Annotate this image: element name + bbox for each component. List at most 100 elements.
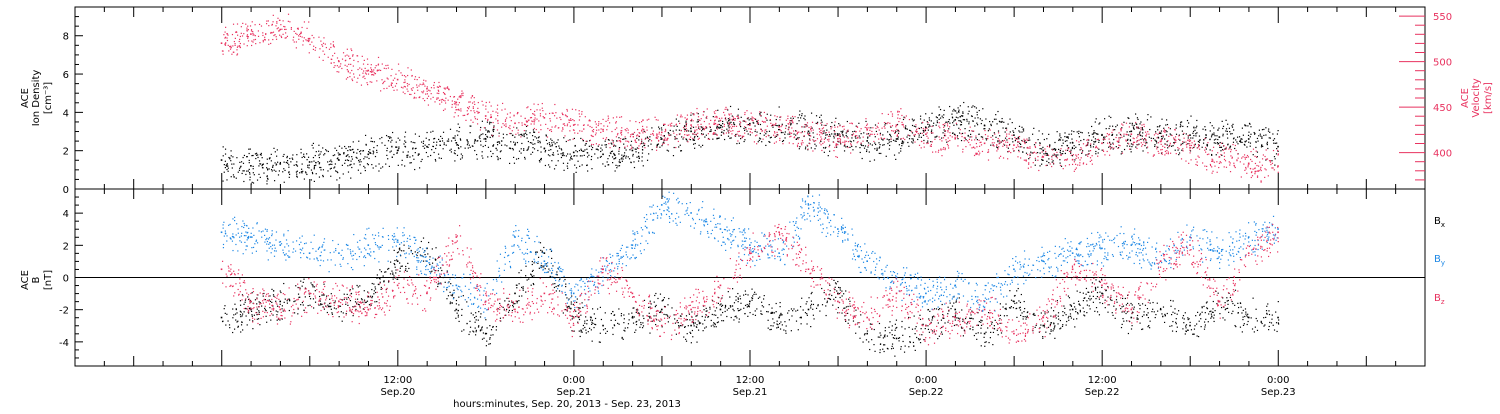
density-series-0-sample bbox=[566, 155, 567, 156]
velocity-series-0-sample bbox=[515, 134, 516, 135]
velocity-series-0-sample bbox=[272, 39, 273, 40]
bfield-series-0-sample bbox=[1241, 312, 1242, 313]
density-series-0-sample bbox=[601, 156, 602, 157]
bfield-series-0-sample bbox=[449, 292, 450, 293]
velocity-series-0-sample bbox=[850, 143, 851, 144]
density-series-0-sample bbox=[1124, 149, 1125, 150]
top-y2-tick-label: 400 bbox=[1433, 149, 1452, 160]
velocity-series-0-sample bbox=[615, 122, 616, 123]
velocity-series-0-sample bbox=[480, 129, 481, 130]
bfield-series-0-sample bbox=[315, 290, 316, 291]
density-series-0-sample bbox=[1248, 135, 1249, 136]
density-series-0-sample bbox=[948, 121, 949, 122]
density-series-0-sample bbox=[228, 171, 229, 172]
density-series-0-sample bbox=[652, 149, 653, 150]
velocity-series-0-sample bbox=[581, 131, 582, 132]
velocity-series-0-sample bbox=[635, 139, 636, 140]
velocity-series-0-sample bbox=[473, 110, 474, 111]
velocity-series-0-sample bbox=[927, 122, 928, 123]
density-series-0-sample bbox=[548, 154, 549, 155]
velocity-series-0-sample bbox=[1245, 167, 1246, 168]
density-series-0-sample bbox=[525, 130, 526, 131]
velocity-series-0-sample bbox=[233, 24, 234, 25]
velocity-series-0-sample bbox=[758, 122, 759, 123]
velocity-series-0-sample bbox=[251, 29, 252, 30]
velocity-series-0-sample bbox=[567, 124, 568, 125]
velocity-series-0-sample bbox=[830, 128, 831, 129]
velocity-series-0-sample bbox=[848, 137, 849, 138]
density-series-0-sample bbox=[373, 152, 374, 153]
density-series-0-sample bbox=[615, 145, 616, 146]
density-series-0-sample bbox=[843, 135, 844, 136]
velocity-series-0-sample bbox=[616, 121, 617, 122]
velocity-series-0-sample bbox=[1089, 153, 1090, 154]
velocity-series-0-sample bbox=[1224, 159, 1225, 160]
bfield-series-0-sample bbox=[837, 281, 838, 282]
bfield-series-0-sample bbox=[227, 320, 228, 321]
density-series-0-sample bbox=[1180, 125, 1181, 126]
bfield-series-0-sample bbox=[678, 325, 679, 326]
density-series-0-sample bbox=[1223, 134, 1224, 135]
velocity-series-0-sample bbox=[393, 90, 394, 91]
density-series-0-sample bbox=[1176, 134, 1177, 135]
density-series-0-sample bbox=[275, 151, 276, 152]
density-series-0-sample bbox=[1030, 152, 1031, 153]
velocity-series-0-sample bbox=[240, 43, 241, 44]
density-series-0-sample bbox=[702, 129, 703, 130]
density-series-0-sample bbox=[225, 149, 226, 150]
velocity-series-0-sample bbox=[1206, 169, 1207, 170]
velocity-series-0-sample bbox=[1033, 162, 1034, 163]
bfield-series-0-sample bbox=[390, 262, 391, 263]
velocity-series-0-sample bbox=[452, 100, 453, 101]
density-series-0-sample bbox=[318, 161, 319, 162]
density-series-0-sample bbox=[301, 171, 302, 172]
density-series-0-sample bbox=[277, 162, 278, 163]
bfield-series-0-sample bbox=[1263, 325, 1264, 326]
bfield-series-0-point bbox=[984, 333, 986, 335]
density-series-0-sample bbox=[1065, 141, 1066, 142]
velocity-series-0-sample bbox=[903, 126, 904, 127]
density-series-0-sample bbox=[1132, 123, 1133, 124]
velocity-series-0-sample bbox=[1268, 175, 1269, 176]
bfield-series-0-sample bbox=[1023, 316, 1024, 317]
density-series-0-sample bbox=[555, 143, 556, 144]
density-series-0-sample bbox=[443, 132, 444, 133]
velocity-series-0-sample bbox=[1028, 162, 1029, 163]
density-series-0-sample bbox=[859, 135, 860, 136]
velocity-series-0-sample bbox=[378, 64, 379, 65]
density-series-0-sample bbox=[648, 153, 649, 154]
density-series-0-sample bbox=[776, 136, 777, 137]
density-series-0-sample bbox=[1053, 160, 1054, 161]
velocity-series-0-sample bbox=[1192, 148, 1193, 149]
density-series-0-sample bbox=[1192, 133, 1193, 134]
density-series-0-sample bbox=[517, 142, 518, 143]
density-series-0-sample bbox=[889, 142, 890, 143]
density-series-0-sample bbox=[273, 148, 274, 149]
density-series-0-sample bbox=[1232, 124, 1233, 125]
velocity-series-0-sample bbox=[839, 138, 840, 139]
density-series-0-sample bbox=[561, 157, 562, 158]
velocity-series-0-sample bbox=[725, 109, 726, 110]
bfield-series-0-sample bbox=[229, 324, 230, 325]
velocity-series-0-sample bbox=[791, 133, 792, 134]
velocity-series-0-sample bbox=[609, 122, 610, 123]
velocity-series-0-sample bbox=[472, 122, 473, 123]
velocity-series-0-sample bbox=[1143, 142, 1144, 143]
bfield-series-0-sample bbox=[295, 285, 296, 286]
bfield-series-0-sample bbox=[568, 298, 569, 299]
density-series-0-sample bbox=[1039, 142, 1040, 143]
density-series-0-sample bbox=[951, 114, 952, 115]
velocity-series-0-sample bbox=[975, 154, 976, 155]
bfield-series-0-sample bbox=[559, 279, 560, 280]
velocity-series-0-sample bbox=[1035, 142, 1036, 143]
velocity-series-0-sample bbox=[445, 102, 446, 103]
density-series-0-sample bbox=[1049, 144, 1050, 145]
density-series-0-sample bbox=[830, 136, 831, 137]
velocity-series-0-sample bbox=[601, 128, 602, 129]
velocity-series-0-sample bbox=[684, 134, 685, 135]
density-series-0-sample bbox=[820, 141, 821, 142]
bfield-series-0-sample bbox=[242, 315, 243, 316]
density-series-0-sample bbox=[516, 127, 517, 128]
bfield-series-0-sample bbox=[1276, 322, 1277, 323]
velocity-series-0-sample bbox=[957, 137, 958, 138]
